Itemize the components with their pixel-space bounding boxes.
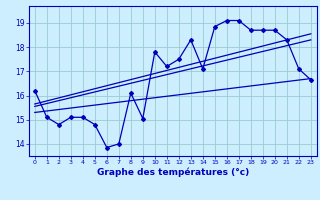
X-axis label: Graphe des températures (°c): Graphe des températures (°c)	[97, 168, 249, 177]
